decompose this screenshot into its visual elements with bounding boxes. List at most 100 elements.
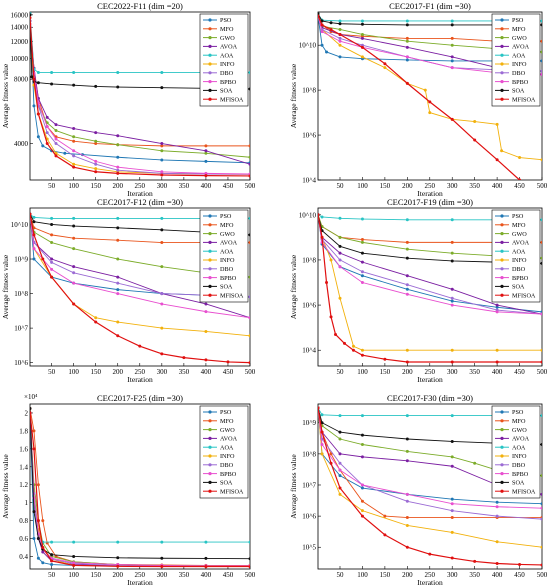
series-line-mfo <box>318 407 542 518</box>
data-point-gwo <box>116 257 120 261</box>
data-point-info <box>405 348 409 352</box>
data-point-aoa <box>50 70 54 74</box>
data-point-pso <box>36 556 40 560</box>
data-point-aoa <box>338 216 342 220</box>
legend-marker-avoa <box>500 436 504 440</box>
data-point-pso <box>41 561 45 565</box>
legend-label-bpbo: BPBO <box>220 275 237 282</box>
series-line-soa <box>30 213 250 236</box>
data-point-aoa <box>450 19 454 23</box>
data-point-soa <box>360 251 364 255</box>
y-tick-label: 10^4 <box>302 177 316 185</box>
legend-label-pso: PSO <box>220 213 232 220</box>
data-point-dbo <box>116 168 120 172</box>
data-point-mfisoa <box>428 552 432 556</box>
y-tick-label: 1 <box>25 499 29 507</box>
y-tick-label: 1.8 <box>19 427 28 435</box>
data-point-info <box>94 316 98 320</box>
legend-label-gwo: GWO <box>220 427 235 434</box>
legend-label-avoa: AVOA <box>512 240 530 247</box>
data-point-gwo <box>540 256 542 260</box>
x-tick-label: 350 <box>179 571 190 579</box>
data-point-mfisoa <box>226 360 230 364</box>
legend-label-aoa: AOA <box>512 52 526 59</box>
legend-marker-mfisoa <box>208 293 212 297</box>
data-point-mfisoa <box>360 353 364 357</box>
y-tick-label: 1.2 <box>19 481 28 489</box>
legend-label-aoa: AOA <box>512 444 526 451</box>
y-tick-label: 10^6 <box>302 513 316 521</box>
legend-label-bpbo: BPBO <box>220 471 237 478</box>
data-point-mfisoa <box>351 348 355 352</box>
legend-marker-pso <box>500 214 504 218</box>
data-point-info <box>351 344 355 348</box>
y-tick-label: 10^8 <box>302 87 316 95</box>
data-point-avoa <box>204 149 208 153</box>
x-tick-label: 200 <box>402 182 413 190</box>
data-point-gwo <box>248 275 250 279</box>
x-tick-label: 200 <box>402 368 413 376</box>
x-tick-label: 150 <box>380 571 391 579</box>
data-point-info <box>72 162 76 166</box>
data-point-soa <box>32 510 36 514</box>
data-point-bpbo <box>338 265 342 269</box>
x-tick-label: 50 <box>48 182 56 190</box>
data-point-aoa <box>160 216 164 220</box>
legend-label-dbo: DBO <box>512 266 526 273</box>
data-point-pso <box>32 537 36 541</box>
data-point-soa <box>50 553 54 557</box>
data-point-pso <box>495 500 499 504</box>
legend-marker-aoa <box>208 53 212 57</box>
data-point-mfisoa <box>495 562 499 566</box>
legend-label-soa: SOA <box>220 480 233 487</box>
y-tick-label: 16000 <box>11 11 29 19</box>
data-point-gwo <box>72 135 76 139</box>
data-point-soa <box>248 233 250 237</box>
legend-marker-soa <box>500 284 504 288</box>
data-point-avoa <box>360 260 364 264</box>
data-point-mfisoa <box>383 533 387 537</box>
data-point-bpbo <box>94 159 98 163</box>
data-point-pso <box>495 305 499 309</box>
data-point-mfisoa <box>360 514 364 518</box>
series-line-bpbo <box>30 214 250 319</box>
data-point-dbo <box>116 281 120 285</box>
x-tick-label: 150 <box>380 182 391 190</box>
x-tick-label: 400 <box>492 182 503 190</box>
data-point-gwo <box>450 455 454 459</box>
data-point-pso <box>338 474 342 478</box>
data-point-gwo <box>94 139 98 143</box>
series-layer <box>318 406 542 567</box>
legend-label-avoa: AVOA <box>512 436 530 443</box>
legend-marker-avoa <box>208 436 212 440</box>
data-point-mfisoa <box>329 315 333 319</box>
data-point-mfisoa <box>405 81 409 85</box>
legend-label-mfo: MFO <box>220 222 234 229</box>
data-point-dbo <box>54 142 58 146</box>
legend-label-gwo: GWO <box>512 427 527 434</box>
data-point-mfisoa <box>72 302 76 306</box>
data-point-soa <box>320 19 324 23</box>
legend-marker-mfo <box>208 27 212 31</box>
x-tick-label: 200 <box>402 571 413 579</box>
data-point-aoa <box>36 70 40 74</box>
x-tick-label: 100 <box>68 571 79 579</box>
data-point-soa <box>50 82 54 86</box>
data-point-avoa <box>50 257 54 261</box>
data-point-bpbo <box>540 72 542 76</box>
data-point-aoa <box>320 413 324 417</box>
data-point-bpbo <box>540 312 542 316</box>
data-point-mfisoa <box>116 564 120 568</box>
y-tick-label: 10^8 <box>302 450 316 458</box>
legend-marker-soa <box>500 480 504 484</box>
series-line-bpbo <box>30 412 250 567</box>
chart-title: CEC2017-F1 (dim =30) <box>389 1 471 11</box>
data-point-mfisoa <box>383 357 387 361</box>
data-point-dbo <box>360 270 364 274</box>
data-point-aoa <box>540 218 542 222</box>
data-point-info <box>495 348 499 352</box>
x-axis-label: Iteration <box>127 375 153 384</box>
x-tick-label: 150 <box>90 182 101 190</box>
y-tick-label: 10^5 <box>302 544 316 552</box>
